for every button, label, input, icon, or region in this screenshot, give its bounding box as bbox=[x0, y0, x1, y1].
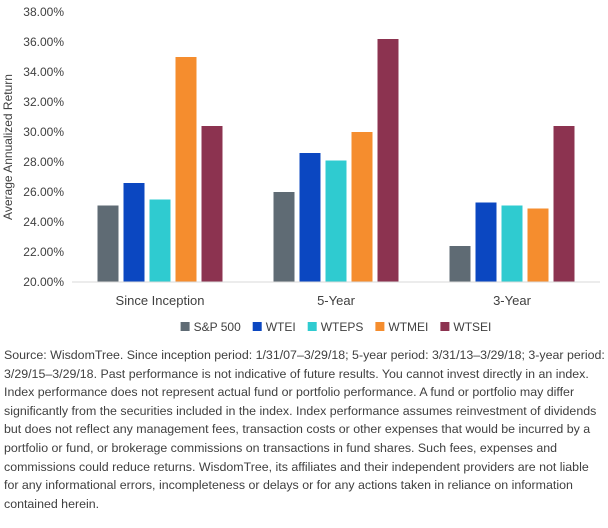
y-tick-label: 28.00% bbox=[23, 155, 64, 169]
y-tick-label: 30.00% bbox=[23, 125, 64, 139]
y-axis-label: Average Annualized Return bbox=[1, 74, 15, 220]
y-tick-label: 22.00% bbox=[23, 245, 64, 259]
legend-label: WTEI bbox=[266, 320, 296, 334]
bar bbox=[299, 153, 321, 282]
y-tick-label: 34.00% bbox=[23, 65, 64, 79]
legend-swatch bbox=[180, 322, 190, 331]
legend-swatch bbox=[252, 322, 262, 331]
bar bbox=[475, 202, 497, 282]
source-footnote: Source: WisdomTree. Since inception peri… bbox=[4, 348, 605, 511]
legend-label: S&P 500 bbox=[194, 320, 241, 334]
bar bbox=[527, 208, 549, 282]
bar bbox=[325, 160, 347, 282]
y-tick-label: 26.00% bbox=[23, 185, 64, 199]
legend-label: WTEPS bbox=[321, 320, 364, 334]
bar bbox=[149, 199, 171, 282]
bar bbox=[201, 126, 223, 282]
x-tick-label: 5-Year bbox=[317, 293, 355, 308]
y-tick-label: 32.00% bbox=[23, 95, 64, 109]
y-tick-label: 36.00% bbox=[23, 35, 64, 49]
bar bbox=[97, 205, 119, 282]
y-axis: 20.00% 22.00% 24.00% 26.00% 28.00% 30.00% 32.0… bbox=[23, 5, 64, 289]
bar bbox=[377, 39, 399, 282]
x-axis: Since Inception 5-Year 3-Year bbox=[116, 293, 532, 308]
legend: S&P 500 WTEI WTEPS WTMEI WTSEI bbox=[180, 320, 491, 334]
legend-swatch bbox=[375, 322, 385, 331]
legend-label: WTSEI bbox=[453, 320, 491, 334]
legend-swatch bbox=[307, 322, 317, 331]
y-tick-label: 38.00% bbox=[23, 5, 64, 19]
bar bbox=[449, 246, 471, 282]
y-tick-label: 20.00% bbox=[23, 275, 64, 289]
bar bbox=[553, 126, 575, 282]
x-tick-label: 3-Year bbox=[493, 293, 531, 308]
bar bbox=[123, 183, 145, 282]
bar bbox=[175, 57, 197, 282]
bar bbox=[501, 205, 523, 282]
x-tick-label: Since Inception bbox=[116, 293, 205, 308]
bar bbox=[351, 132, 373, 282]
legend-swatch bbox=[440, 322, 450, 331]
y-tick-label: 24.00% bbox=[23, 215, 64, 229]
bar bbox=[273, 192, 295, 282]
legend-label: WTMEI bbox=[388, 320, 428, 334]
bar-chart: Average Annualized Return 20.00% 22.00% 24… bbox=[1, 5, 600, 334]
bars bbox=[97, 39, 575, 282]
